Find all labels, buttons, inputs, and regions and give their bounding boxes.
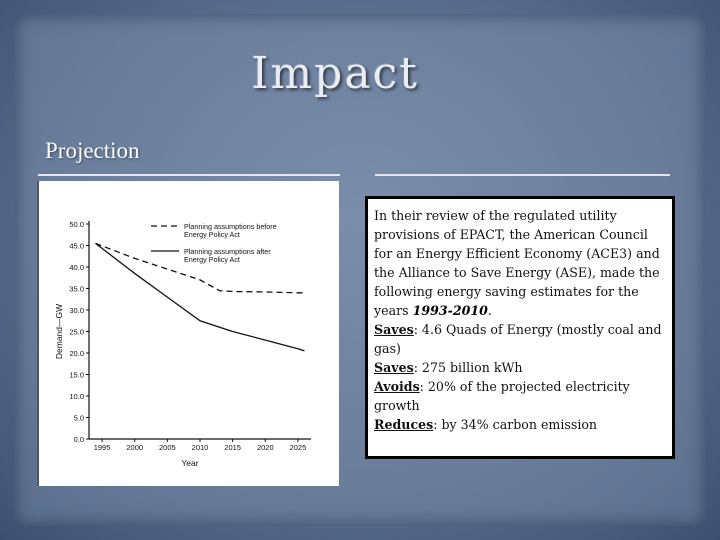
x-tick-label: 2015 [224,443,241,452]
intro-text: In their review of the regulated utility… [374,208,660,318]
divider-right [375,174,670,176]
intro-end: . [487,303,492,318]
x-tick-label: 2005 [159,443,176,452]
saves-label: Saves [374,322,414,337]
saves-energy-item: Saves: 4.6 Quads of Energy (mostly coal … [374,320,666,358]
y-tick-label: 40.0 [69,263,84,272]
y-tick-label: 25.0 [69,328,84,337]
saves-kwh-item: Saves: 275 billion kWh [374,358,666,377]
slide-title: Impact [251,48,419,99]
text-panel: In their review of the regulated utility… [365,196,675,459]
y-tick-label: 15.0 [69,371,84,380]
slide-subtitle: Projection [45,138,140,163]
saves-text-2: : 275 billion kWh [413,360,523,375]
y-tick-label: 30.0 [69,306,84,315]
x-axis-label: Year [181,458,198,468]
years-text: 1993-2010 [412,303,488,318]
legend-label-1: Planning assumptions before Energy Policy… [184,222,277,239]
y-tick-label: 5.0 [74,414,84,423]
y-axis-label: Demand—GW [54,304,64,359]
reduces-label: Reduces [374,417,434,432]
x-tick-label: 1995 [94,443,111,452]
y-tick-label: 50.0 [69,220,84,229]
saves-label-2: Saves [374,360,414,375]
y-tick-label: 10.0 [69,392,84,401]
series-line-2 [95,242,305,352]
legend-label-2: Planning assumptions after Energy Policy … [184,247,271,264]
saves-text: : 4.6 Quads of Energy (mostly coal and g… [374,322,662,356]
chart-panel: 0.0 5.0 10.0 15.0 20.0 25.0 30.0 35.0 40.0 45.0 50… [37,181,339,486]
x-tick-label: 2025 [290,443,307,452]
avoids-label: Avoids [374,379,420,394]
y-tick-label: 20.0 [69,349,84,358]
series-line-1 [95,242,305,294]
reduces-item: Reduces: by 34% carbon emission [374,415,666,434]
y-tick-label: 35.0 [69,285,84,294]
demand-line-chart: 0.0 5.0 10.0 15.0 20.0 25.0 30.0 35.0 40.0 45.0 50… [54,220,311,468]
x-tick-label: 2000 [126,443,143,452]
y-tick-label: 0.0 [74,435,84,444]
avoids-text: : 20% of the projected electricity growt… [374,379,630,413]
avoids-item: Avoids: 20% of the projected electricity… [374,377,666,415]
y-tick-label: 45.0 [69,242,84,251]
divider-left [38,174,340,176]
review-paragraph: In their review of the regulated utility… [374,206,666,320]
reduces-text: : by 34% carbon emission [433,417,598,432]
x-tick-label: 2020 [257,443,274,452]
x-tick-label: 2010 [192,443,209,452]
